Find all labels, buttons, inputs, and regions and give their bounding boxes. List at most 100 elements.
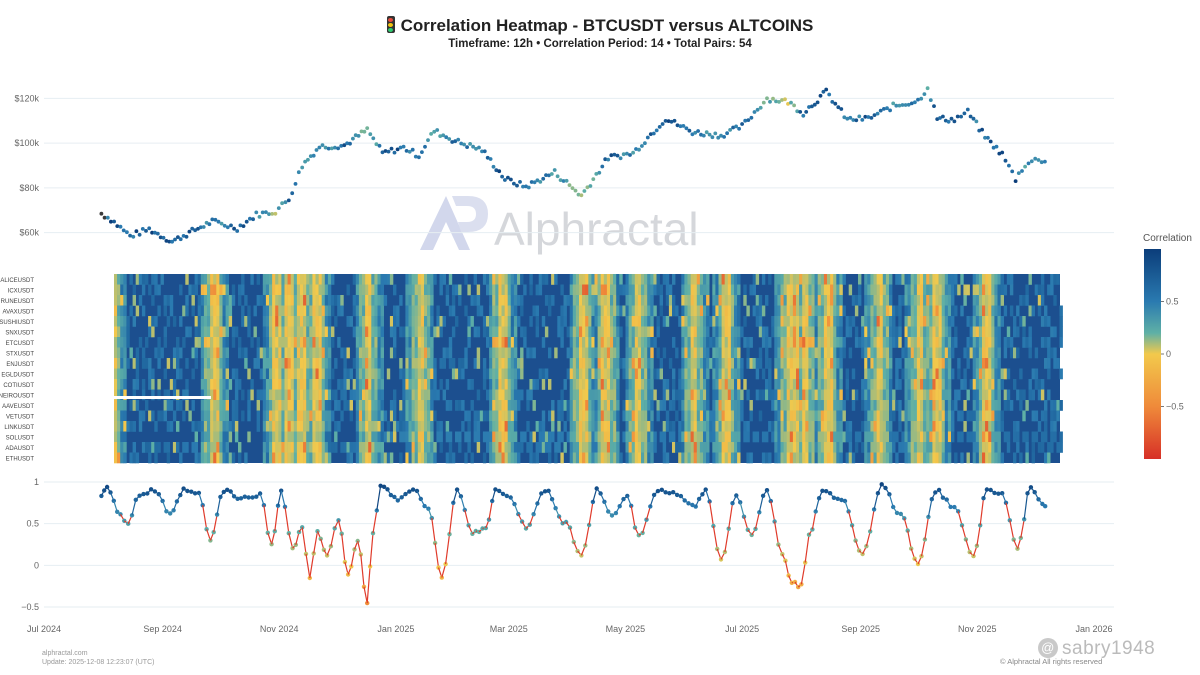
heatmap-cell — [873, 368, 877, 380]
heatmap-cell — [920, 337, 924, 348]
heatmap-cell — [752, 358, 756, 369]
heatmap-cell — [120, 368, 124, 380]
price-point — [916, 97, 920, 102]
heatmap-cell — [234, 326, 239, 338]
heatmap-cell — [796, 284, 800, 296]
heatmap-cell — [523, 337, 527, 348]
heatmap-cell — [355, 431, 360, 443]
heatmap-cell — [944, 410, 949, 422]
heatmap-cell — [938, 274, 942, 285]
heatmap-cell — [854, 295, 859, 306]
heatmap-cell — [445, 379, 450, 390]
heatmap-cell — [408, 389, 412, 401]
heatmap-cell — [613, 389, 617, 401]
heatmap-cell — [306, 431, 310, 443]
heatmap-cell — [296, 379, 301, 390]
price-point — [482, 149, 487, 154]
heatmap-row-label: STXUSDT — [6, 351, 34, 357]
heatmap-cell — [870, 274, 874, 285]
heatmap-cell — [343, 379, 347, 390]
heatmap-cell — [151, 326, 155, 338]
heatmap-cell — [833, 400, 837, 411]
corr-point — [410, 487, 416, 492]
heatmap-cell — [715, 284, 719, 296]
heatmap-cell — [637, 421, 642, 432]
heatmap-cell — [885, 347, 890, 359]
heatmap-cell — [284, 305, 288, 317]
heatmap-cell — [191, 347, 195, 359]
heatmap-cell — [650, 410, 654, 422]
heatmap-cell — [932, 410, 936, 422]
heatmap-cell — [662, 389, 667, 401]
heatmap-cell — [588, 305, 592, 317]
heatmap-cell — [662, 379, 667, 390]
heatmap-cell — [362, 274, 366, 285]
heatmap-cell — [907, 368, 911, 380]
heatmap-cell — [371, 431, 375, 443]
heatmap-cell — [839, 431, 843, 443]
heatmap-cell — [1034, 410, 1039, 422]
price-point — [645, 135, 650, 140]
heatmap-cell — [520, 347, 524, 359]
heatmap-cell — [448, 431, 453, 443]
heatmap-cell — [284, 442, 288, 453]
heatmap-cell — [703, 410, 707, 422]
heatmap-cell — [132, 316, 136, 327]
heatmap-cell — [346, 347, 350, 359]
heatmap-cell — [579, 326, 583, 338]
heatmap-cell — [777, 379, 781, 390]
heatmap-cell — [352, 274, 357, 285]
heatmap-cell — [712, 274, 716, 285]
heatmap-cell — [889, 368, 893, 380]
corr-segment — [288, 533, 294, 549]
heatmap-cell — [792, 368, 797, 380]
heatmap-cell — [501, 410, 505, 422]
heatmap-cell — [557, 400, 561, 411]
heatmap-cell — [504, 326, 508, 338]
heatmap-cell — [117, 316, 121, 327]
heatmap-cell — [957, 389, 961, 401]
heatmap-cell — [300, 421, 304, 432]
heatmap-cell — [631, 316, 636, 327]
heatmap-cell — [290, 368, 295, 380]
heatmap-cell — [988, 326, 992, 338]
heatmap-cell — [678, 316, 682, 327]
heatmap-cell — [272, 379, 276, 390]
heatmap-cell — [495, 305, 499, 317]
heatmap-cell — [966, 431, 970, 443]
heatmap-cell — [420, 347, 425, 359]
heatmap-cell — [786, 452, 791, 464]
heatmap-cell — [241, 347, 245, 359]
heatmap-cell — [786, 326, 791, 338]
heatmap-cell — [845, 421, 849, 432]
heatmap-cell — [703, 337, 707, 348]
heatmap-cell — [1028, 347, 1032, 359]
heatmap-cell — [777, 274, 781, 285]
heatmap-cell — [947, 337, 952, 348]
heatmap-cell — [241, 284, 245, 296]
heatmap-cell — [746, 337, 750, 348]
heatmap-cell — [231, 295, 236, 306]
heatmap-cell — [898, 400, 902, 411]
heatmap-cell — [706, 442, 710, 453]
heatmap-row-label: ETCUSDT — [6, 341, 35, 347]
heatmap-cell — [185, 326, 189, 338]
heatmap-cell — [783, 326, 787, 338]
heatmap-cell — [727, 442, 732, 453]
heatmap-cell — [730, 442, 735, 453]
heatmap-cell — [792, 337, 797, 348]
heatmap-cell — [327, 326, 332, 338]
heatmap-cell — [947, 410, 952, 422]
heatmap-cell — [594, 368, 598, 380]
heatmap-cell — [867, 305, 871, 317]
heatmap-cell — [498, 295, 502, 306]
heatmap-cell — [982, 452, 986, 464]
heatmap-cell — [690, 284, 694, 296]
heatmap-cell — [774, 347, 778, 359]
heatmap-cell — [569, 431, 574, 443]
heatmap-cell — [520, 442, 524, 453]
corr-segment — [460, 496, 466, 511]
heatmap-cell — [148, 379, 152, 390]
heatmap-cell — [619, 326, 623, 338]
heatmap-cell — [355, 452, 360, 464]
